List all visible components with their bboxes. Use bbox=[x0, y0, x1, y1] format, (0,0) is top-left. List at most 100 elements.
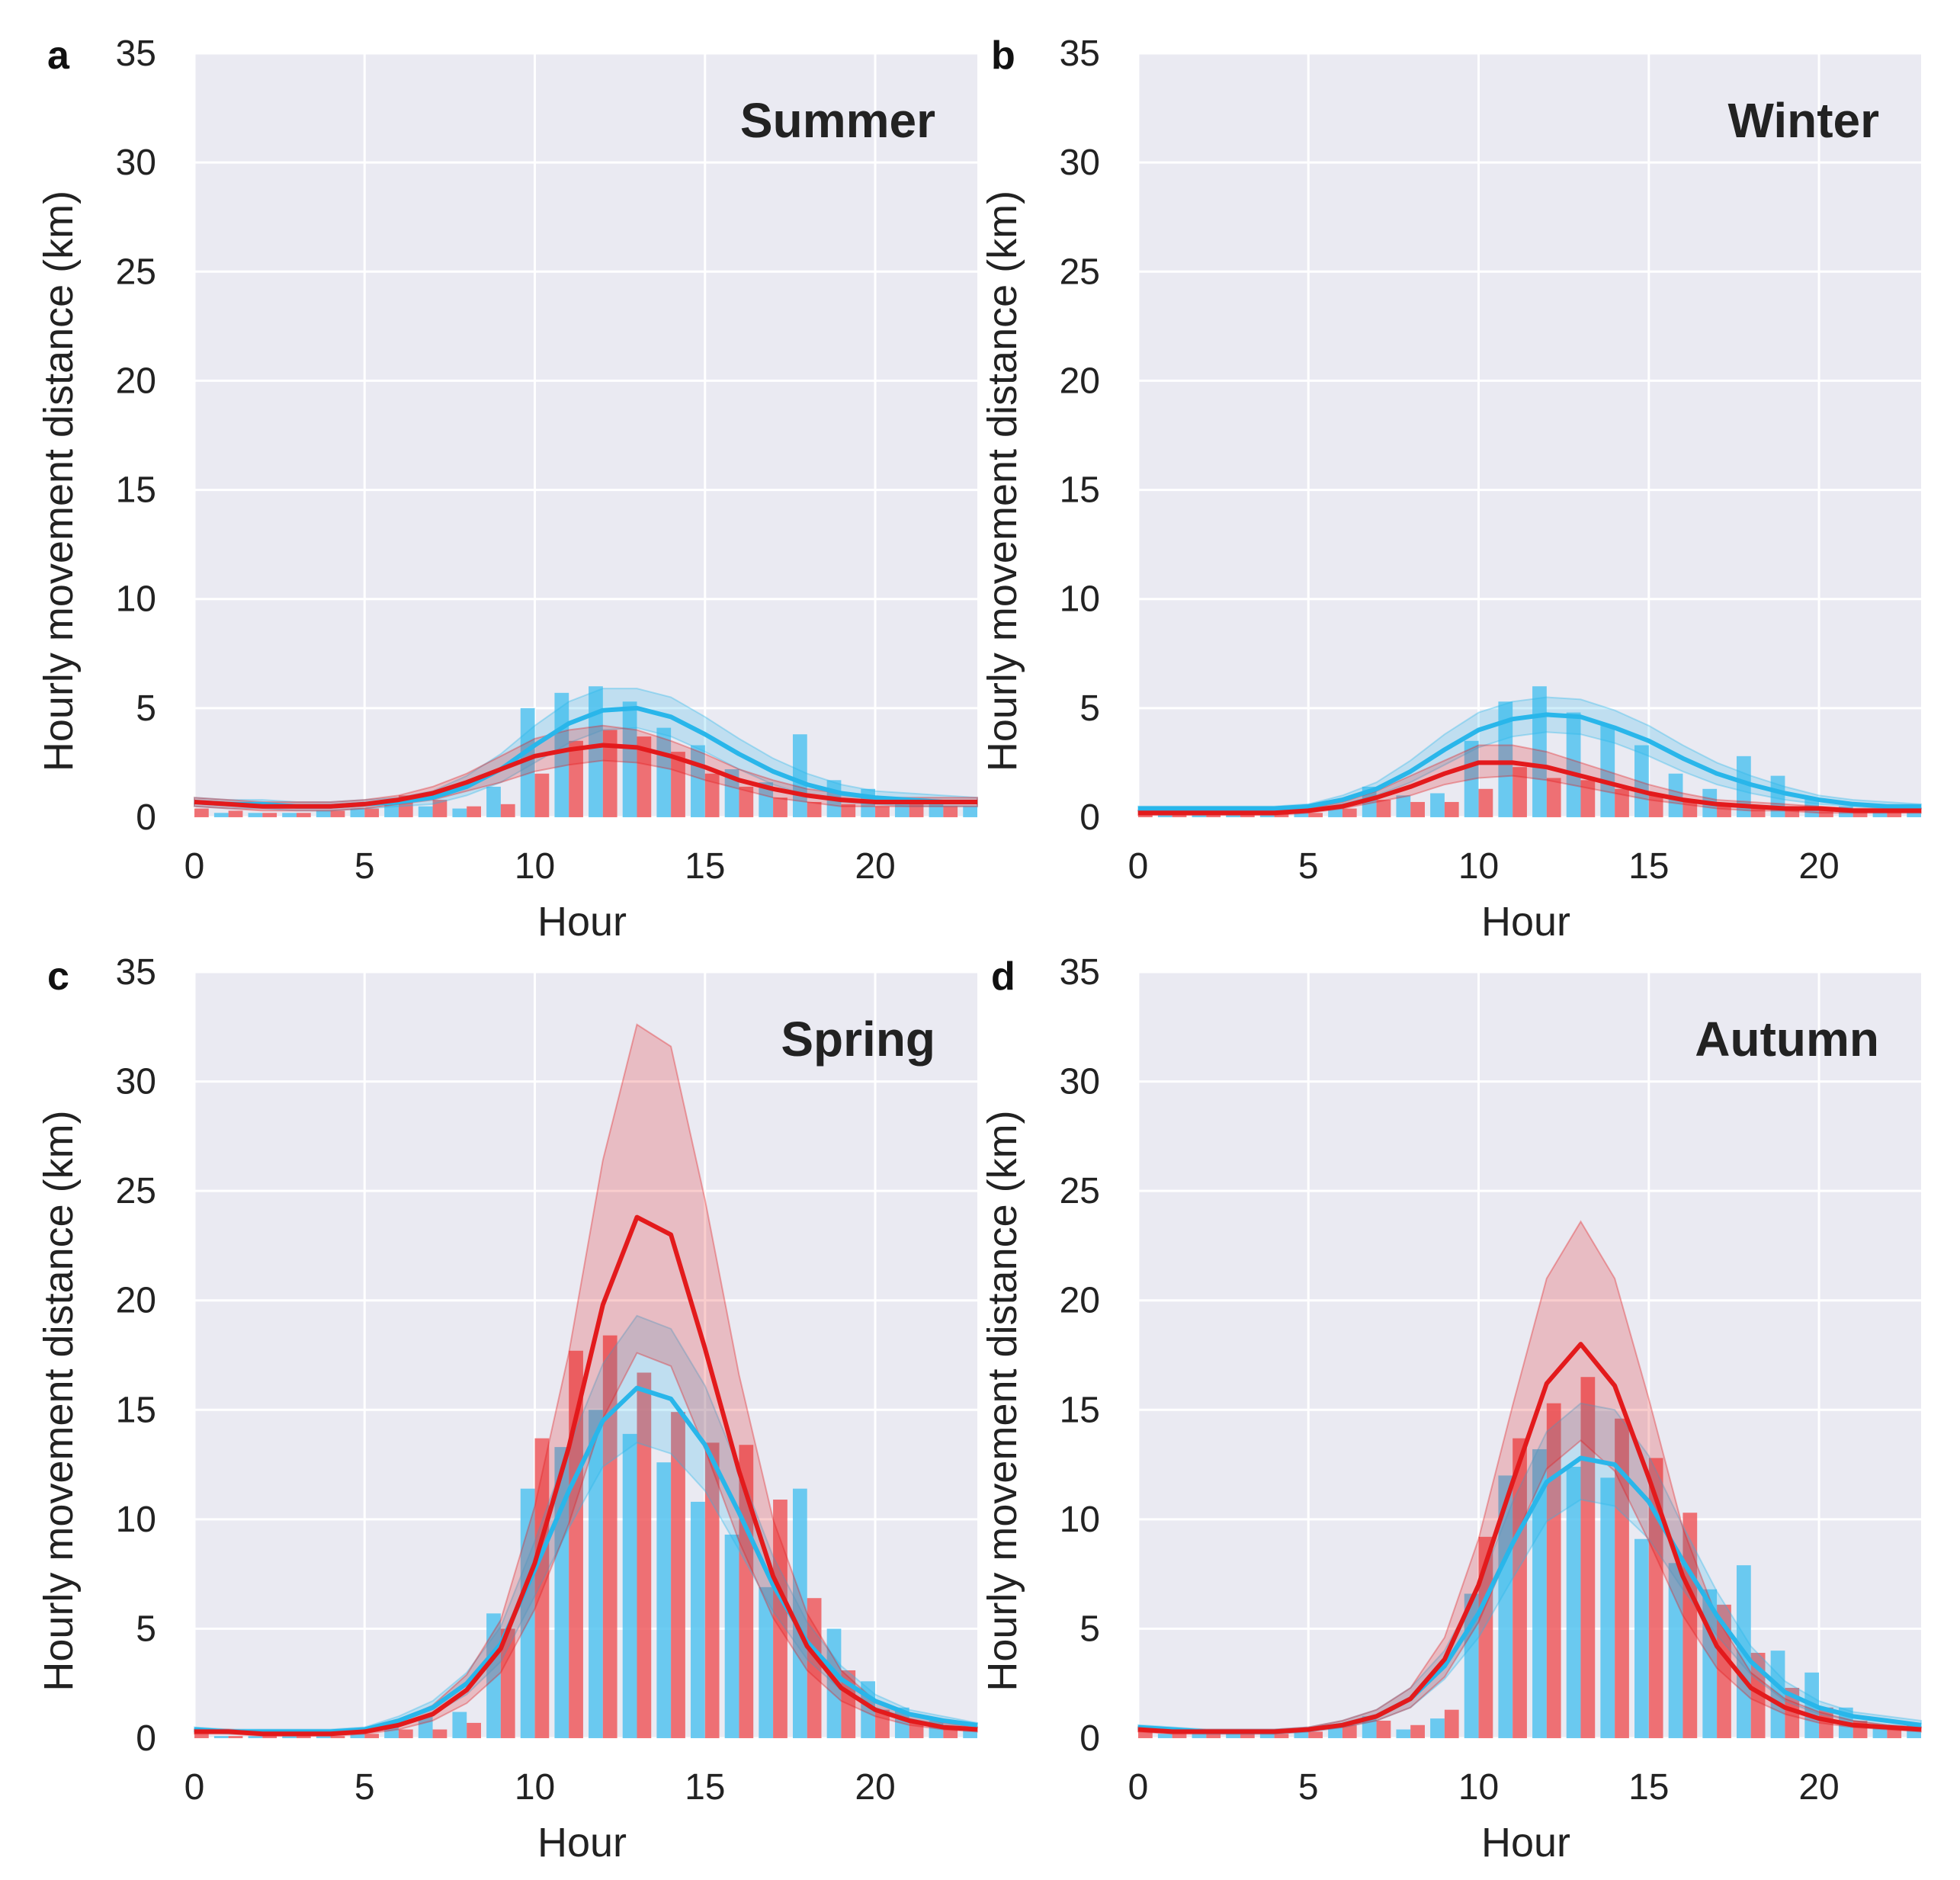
bar-red bbox=[1580, 1377, 1596, 1738]
season-title: Spring bbox=[781, 1012, 935, 1067]
bar-blue bbox=[1532, 1448, 1547, 1738]
x-tick-label: 20 bbox=[855, 1767, 895, 1808]
plot-area bbox=[194, 53, 977, 817]
bar-red bbox=[1717, 1604, 1731, 1738]
bar-blue bbox=[1294, 810, 1309, 817]
bar-red bbox=[671, 1412, 685, 1738]
bar-blue bbox=[1634, 745, 1649, 817]
x-tick-label: 20 bbox=[1798, 846, 1839, 887]
panel-letter: c bbox=[47, 954, 69, 999]
bar-red bbox=[364, 808, 380, 817]
x-tick-label: 15 bbox=[1628, 1767, 1669, 1808]
bar-red bbox=[773, 1500, 788, 1738]
confidence-band-red bbox=[1137, 1220, 1922, 1735]
bar-blue bbox=[213, 1736, 229, 1738]
bar-red bbox=[773, 797, 788, 817]
x-axis-title: Hour bbox=[537, 1820, 627, 1866]
y-tick-label: 20 bbox=[116, 1281, 156, 1321]
bar-red bbox=[1410, 801, 1425, 817]
y-tick-label: 0 bbox=[1079, 797, 1100, 838]
bar-red bbox=[1206, 815, 1221, 817]
bar-red bbox=[1513, 767, 1527, 817]
bar-blue bbox=[826, 1628, 842, 1738]
bar-blue bbox=[248, 1736, 263, 1738]
y-tick-label: 5 bbox=[1079, 1609, 1100, 1649]
bar-red bbox=[602, 730, 618, 817]
x-tick-label: 15 bbox=[685, 846, 725, 887]
confidence-band-blue bbox=[194, 688, 978, 812]
bar-blue bbox=[1566, 712, 1581, 817]
y-tick-label: 30 bbox=[1060, 1062, 1100, 1102]
bar-blue bbox=[656, 1462, 672, 1738]
bar-red bbox=[1648, 795, 1663, 817]
y-tick-label: 15 bbox=[116, 1390, 156, 1430]
bar-blue bbox=[384, 1727, 399, 1738]
mean-line-red bbox=[194, 1214, 978, 1737]
bar-red bbox=[1206, 1734, 1221, 1738]
bar-red bbox=[1683, 801, 1698, 817]
bar-blue bbox=[1566, 1466, 1581, 1738]
bar-red bbox=[1342, 808, 1357, 817]
bar-red bbox=[1546, 778, 1561, 817]
bar-red bbox=[194, 808, 209, 817]
bar-red bbox=[875, 1709, 890, 1738]
y-tick-label: 10 bbox=[1060, 579, 1100, 620]
bar-red bbox=[262, 813, 277, 817]
bar-red bbox=[1342, 1724, 1357, 1738]
bar-blue bbox=[1532, 686, 1547, 817]
bar-blue bbox=[1430, 1718, 1445, 1738]
bar-blue bbox=[1498, 1475, 1513, 1738]
bar-red bbox=[330, 1736, 345, 1738]
x-tick-label: 0 bbox=[184, 1767, 205, 1808]
bar-blue bbox=[656, 727, 672, 817]
bar-blue bbox=[316, 810, 331, 817]
bar-red bbox=[296, 813, 311, 817]
season-title: Autumn bbox=[1695, 1012, 1879, 1067]
bar-red bbox=[1615, 1418, 1629, 1738]
x-tick-label: 0 bbox=[184, 846, 205, 887]
bar-red bbox=[841, 804, 856, 817]
y-tick-label: 30 bbox=[116, 1062, 156, 1102]
bar-red bbox=[1444, 801, 1459, 817]
bar-red bbox=[739, 786, 754, 817]
bar-red bbox=[1138, 1731, 1153, 1738]
bar-blue bbox=[724, 1534, 739, 1738]
y-axis-title: Hourly movement distance (km) bbox=[36, 191, 82, 772]
y-tick-label: 5 bbox=[1079, 688, 1100, 729]
bar-blue bbox=[213, 813, 229, 817]
bar-blue bbox=[350, 1734, 365, 1738]
bar-blue bbox=[1600, 1477, 1615, 1738]
y-tick-label: 20 bbox=[116, 361, 156, 401]
bar-blue bbox=[724, 769, 739, 817]
bar-red bbox=[194, 1734, 209, 1738]
bar-blue bbox=[418, 1716, 433, 1738]
panel-autumn: 0 5 10 15 20 25 30 35 0 5 10 15 20 Hour Hourly movemen… bbox=[980, 952, 1922, 1866]
y-tick-label: 25 bbox=[1060, 252, 1100, 292]
bar-blue bbox=[1294, 1731, 1309, 1738]
y-axis-title: Hourly movement distance (km) bbox=[980, 191, 1025, 772]
y-tick-label: 35 bbox=[1060, 952, 1100, 993]
bar-blue bbox=[486, 1613, 501, 1738]
y-tick-label: 0 bbox=[1079, 1718, 1100, 1759]
x-tick-label: 10 bbox=[1458, 846, 1499, 887]
bar-red bbox=[1717, 806, 1731, 817]
bar-red bbox=[1615, 788, 1629, 817]
bar-blue bbox=[282, 1736, 297, 1738]
mean-line-red bbox=[1137, 1342, 1922, 1734]
bar-blue bbox=[963, 806, 977, 817]
bar-blue bbox=[1396, 1729, 1411, 1738]
bar-red bbox=[1376, 800, 1391, 817]
bar-red bbox=[398, 1729, 413, 1738]
bar-blue bbox=[452, 1712, 467, 1738]
bar-red bbox=[534, 1438, 550, 1738]
bar-blue bbox=[1668, 773, 1683, 817]
bar-blue bbox=[622, 701, 637, 817]
y-tick-label: 20 bbox=[1060, 361, 1100, 401]
x-tick-label: 10 bbox=[515, 846, 555, 887]
x-tick-label: 10 bbox=[1458, 1767, 1499, 1808]
bar-blue bbox=[792, 1488, 807, 1738]
bar-blue bbox=[1396, 795, 1411, 817]
bar-blue bbox=[520, 1488, 535, 1738]
bar-blue bbox=[486, 786, 501, 817]
plot-area bbox=[1138, 53, 1921, 817]
